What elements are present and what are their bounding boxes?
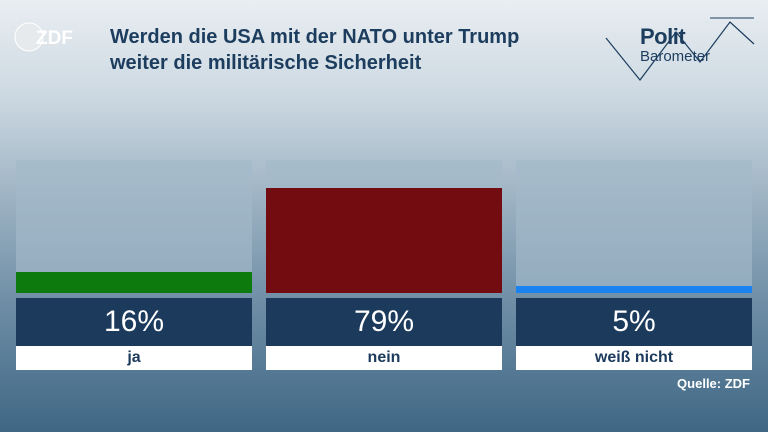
bar-category-label-1: nein [266, 346, 502, 370]
source-note: Quelle: ZDF [677, 376, 750, 391]
bar-panel-1 [266, 160, 502, 293]
bar-2 [516, 286, 752, 293]
politbarometer-lines-icon [605, 17, 755, 81]
bar-value-label-1: 79% [266, 298, 502, 346]
bar-category-label-0: ja [16, 346, 252, 370]
politbarometer-polit-text: Polit [640, 24, 686, 49]
bar-value-label-2: 5% [516, 298, 752, 346]
bar-category-label-2: weiß nicht [516, 346, 752, 370]
chart-title: Werden die USA mit der NATO unter Trump … [110, 26, 520, 74]
bar-panel-2 [516, 160, 752, 293]
zdf-logo: ZDF [14, 22, 73, 52]
bar-0 [16, 272, 252, 293]
politbarometer-logo: Polit Barometer [600, 14, 760, 84]
politbarometer-barometer-text: Barometer [640, 48, 711, 65]
bar-1 [266, 188, 502, 293]
bar-chart: 16% ja 79% nein 5% weiß nicht [16, 160, 752, 372]
bar-panel-0 [16, 160, 252, 293]
bar-value-label-0: 16% [16, 298, 252, 346]
zdf-logo-text: ZDF [36, 28, 73, 49]
